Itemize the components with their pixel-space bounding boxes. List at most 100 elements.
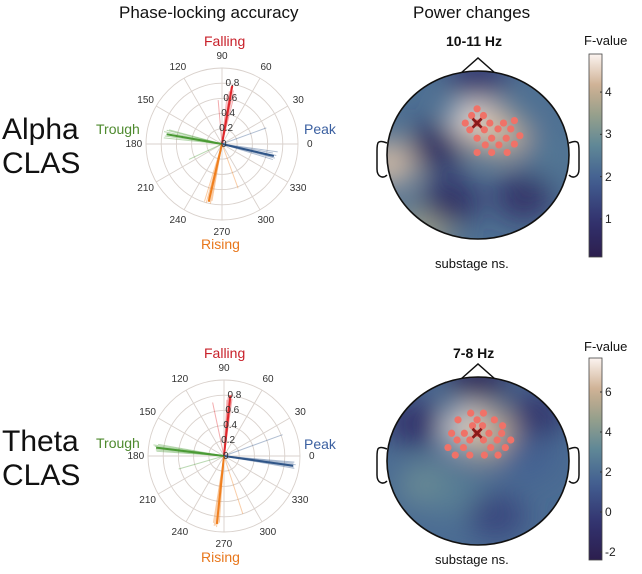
- angle-tick-label: 180: [125, 138, 143, 150]
- significant-electrode: [486, 119, 494, 127]
- significant-electrode: [488, 148, 496, 157]
- polar-grid-spoke: [223, 455, 263, 523]
- significant-electrode: [478, 422, 487, 430]
- significant-electrode: [473, 416, 481, 424]
- significant-electrode: [507, 125, 515, 133]
- polar-plot-alpha: [145, 67, 299, 221]
- significant-electrode: [503, 148, 511, 157]
- mean-phase-vector-falling: [221, 85, 234, 145]
- significant-electrode: [467, 409, 475, 417]
- row-label-line-1: Alpha: [2, 113, 79, 146]
- peak-electrode-marker: [471, 427, 483, 439]
- significant-electrode: [479, 111, 488, 120]
- significant-electrode: [481, 141, 489, 149]
- significant-electrode: [494, 125, 502, 133]
- colorbar-tick-label: 3: [605, 127, 612, 142]
- angle-tick-label: 0: [307, 138, 313, 150]
- polar-grid-spoke: [221, 143, 289, 183]
- polar-grid-spoke: [157, 417, 225, 457]
- colorbar-gradient: [588, 357, 603, 561]
- significant-electrode: [459, 443, 468, 452]
- topoplot-theta: [376, 362, 580, 546]
- colorbar-tick-label: -2: [605, 545, 616, 559]
- significant-electrode: [480, 126, 488, 134]
- significant-electrode: [487, 443, 495, 452]
- falling-label-text: Falling: [204, 33, 246, 49]
- significant-electrode: [454, 416, 462, 424]
- angle-tick-label: 60: [262, 374, 274, 386]
- topoplot-heatmap: [387, 377, 569, 545]
- polar-grid-spoke: [223, 417, 291, 457]
- colorbar-tick-label: 4: [605, 85, 612, 100]
- significant-electrode: [451, 451, 459, 459]
- falling-label-text: Falling: [204, 345, 246, 361]
- significant-electrode: [493, 436, 501, 444]
- significant-electrode: [461, 119, 469, 127]
- mean-phase-vector-falling: [223, 395, 232, 457]
- individual-phase-vector-trough: [188, 143, 223, 160]
- topoplot-value-blob: [498, 433, 558, 481]
- significant-electrode: [453, 436, 461, 444]
- polar-grid-spoke: [155, 143, 223, 183]
- colorbar-theta: [588, 357, 603, 561]
- colorbar-tick-label: 0: [605, 505, 612, 519]
- significant-electrode: [507, 436, 515, 444]
- row-label-alpha: Alpha CLAS: [2, 113, 80, 181]
- substage-note-theta: substage ns.: [435, 552, 509, 567]
- topoplot-alpha: [376, 56, 580, 240]
- topoplot-value-blob: [448, 377, 508, 405]
- significant-electrode: [485, 429, 493, 437]
- significant-electrode: [516, 132, 524, 140]
- angle-tick-label: 120: [171, 374, 189, 386]
- radial-tick-label: 0: [221, 138, 227, 150]
- phase-label-peak: Peak: [304, 121, 336, 137]
- radial-tick-label: 0: [223, 450, 229, 462]
- significant-electrode: [466, 451, 474, 459]
- phase-label-rising: Rising: [201, 236, 240, 252]
- trough-label-text: Trough: [96, 121, 140, 137]
- angle-tick-label: 0: [309, 450, 315, 462]
- right-ear-outline: [568, 446, 580, 484]
- topoplot-value-blob: [494, 173, 553, 221]
- phase-label-falling: Falling: [204, 345, 245, 361]
- row-label-line-2: CLAS: [2, 459, 81, 492]
- phase-label-rising: Rising: [201, 549, 240, 565]
- angle-tick-label: 210: [139, 494, 156, 506]
- nose-outline: [460, 362, 496, 380]
- angle-tick-label: 90: [216, 50, 228, 62]
- angle-tick-label: 30: [292, 94, 304, 106]
- individual-phase-vector-rising: [223, 455, 244, 514]
- colorbar-tick-label: 6: [605, 385, 612, 399]
- topoplot-heatmap: [387, 71, 569, 239]
- significant-electrode: [468, 422, 477, 430]
- significant-electrode: [494, 451, 502, 459]
- significant-electrode: [495, 141, 503, 149]
- angle-tick-label: 300: [259, 526, 277, 538]
- topoplot-value-blob: [521, 131, 569, 179]
- polar-grid-spoke: [183, 143, 223, 211]
- topoplot-value-blob: [421, 177, 480, 225]
- polar-grid-spoke: [157, 455, 225, 495]
- left-ear-outline: [376, 446, 388, 484]
- colorbar-alpha: [588, 53, 603, 258]
- significant-electrode: [479, 409, 488, 417]
- colorbar-tick-label: 2: [605, 465, 612, 479]
- significant-electrode: [502, 134, 510, 142]
- phase-label-trough: Trough: [96, 121, 140, 137]
- individual-phase-vector-falling: [217, 100, 223, 145]
- topoplot-value-blob: [467, 492, 526, 540]
- peak-electrode-marker: [471, 117, 483, 129]
- significant-electrode: [480, 451, 488, 459]
- peak-label-text: Peak: [304, 121, 336, 137]
- radial-tick-label: 0.8: [225, 78, 240, 90]
- colorbar-gradient: [588, 53, 603, 258]
- polar-grid-spoke: [185, 455, 225, 523]
- mean-phase-vector-rising: [215, 455, 225, 525]
- significant-electrode: [460, 429, 468, 437]
- head-outline: [386, 70, 570, 240]
- polar-grid-spoke: [223, 389, 263, 457]
- polar-grid-spoke: [221, 77, 261, 145]
- significant-electrode: [488, 134, 496, 142]
- polar-grid-spoke: [155, 105, 223, 145]
